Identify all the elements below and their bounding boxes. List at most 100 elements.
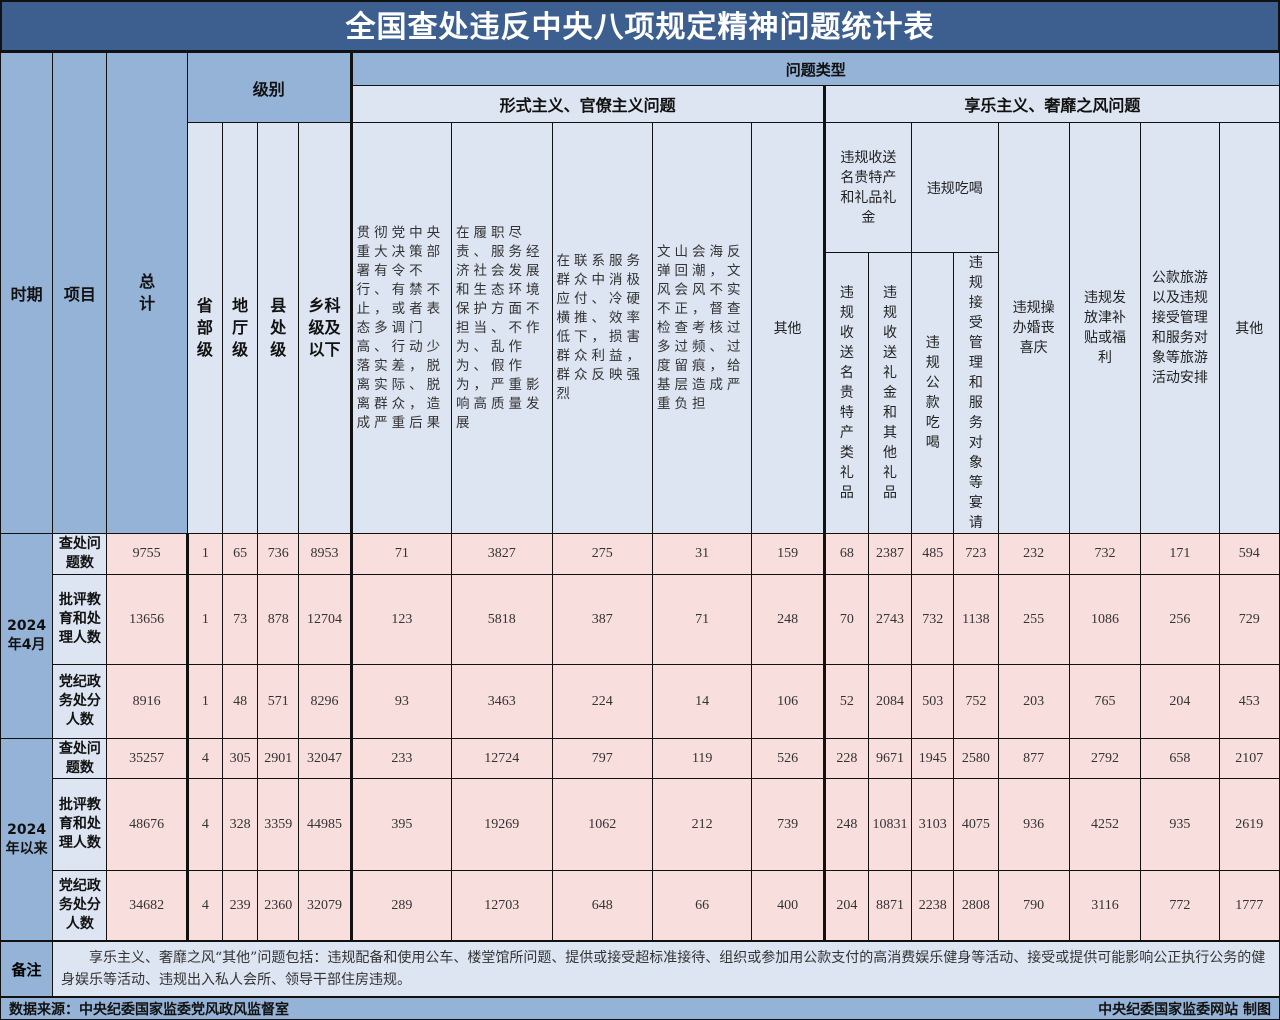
value-cell: 2238: [911, 870, 955, 941]
value-cell: 52: [822, 664, 869, 739]
header-total: 总计: [106, 52, 188, 534]
value-cell: 3116: [1068, 870, 1142, 941]
header-level-provincial: 省部级: [186, 122, 224, 534]
note-table: 备注 享乐主义、奢靡之风“其他”问题包括：违规配备和使用公车、楼堂馆所问题、提供…: [0, 941, 1280, 997]
value-cell: 2580: [953, 738, 999, 779]
value-cell: 2619: [1218, 778, 1280, 871]
value-cell: 48676: [106, 778, 188, 871]
note-text: 享乐主义、奢靡之风“其他”问题包括：违规配备和使用公车、楼堂馆所问题、提供或接受…: [52, 941, 1280, 997]
value-cell: 1086: [1068, 574, 1142, 665]
value-cell: 31: [651, 533, 753, 575]
value-cell: 1: [185, 533, 224, 575]
value-cell: 453: [1218, 664, 1280, 739]
value-cell: 2107: [1218, 738, 1280, 779]
header-formalism-col-3: 在联系服务群众中消极应付、冷硬横推、效率低下，损害群众利益，群众反映强烈: [551, 122, 653, 534]
value-cell: 526: [751, 738, 825, 779]
value-cell: 2387: [867, 533, 913, 575]
header-formalism-col-2: 在履职尽责、服务经济社会发展和生态环境保护方面不担当、不作为、乱作为、假作为，严…: [451, 122, 553, 534]
value-cell: 233: [349, 738, 453, 779]
value-cell: 159: [751, 533, 825, 575]
header-level-prefecture: 地厅级: [221, 122, 259, 534]
data-source: 数据来源：中央纪委国家监委党风政风监督室: [9, 1001, 289, 1018]
header-gifts-specialty: 违规收送名贵特产类礼品: [822, 252, 869, 534]
value-cell: 232: [997, 533, 1070, 575]
header-level: 级别: [186, 52, 352, 123]
value-cell: 790: [997, 870, 1070, 941]
item-label: 批评教育和处理人数: [52, 778, 108, 871]
value-cell: 8296: [298, 664, 352, 739]
value-cell: 723: [953, 533, 999, 575]
table-row: 2024年以来 查处问题数 35257 4 305 2901 32047 233 12724 79…: [0, 738, 1280, 941]
credit: 中央纪委国家监委网站 制图: [1098, 1001, 1271, 1018]
value-cell: 594: [1218, 533, 1280, 575]
statistics-table: 时期 项目 总计 级别 问题类型 形式主义、官僚主义问题 享乐主义、奢靡之风问题…: [0, 52, 1280, 941]
table-row: 党纪政务处分人数 8916 1 48 571 8296 93 3463 224 14 106 52 20…: [1, 664, 1280, 739]
value-cell: 5818: [451, 574, 553, 665]
value-cell: 12724: [451, 738, 553, 779]
header-gifts-cash: 违规收送礼金和其他礼品: [867, 252, 913, 534]
value-cell: 248: [751, 574, 825, 665]
value-cell: 256: [1140, 574, 1220, 665]
value-cell: 935: [1140, 778, 1220, 871]
value-cell: 1: [185, 574, 224, 665]
value-cell: 387: [551, 574, 653, 665]
header-formalism-other: 其他: [751, 122, 825, 534]
value-cell: 4: [185, 870, 224, 941]
header-dining: 违规吃喝: [911, 122, 999, 253]
value-cell: 739: [751, 778, 825, 871]
value-cell: 571: [257, 664, 300, 739]
value-cell: 34682: [106, 870, 188, 941]
header-formalism-col-1: 贯彻党中央重大决策部署有令不行、有禁不止，或者表态多调门高、行动少落实差，脱离实…: [349, 122, 453, 534]
value-cell: 32079: [298, 870, 352, 941]
header-formalism: 形式主义、官僚主义问题: [349, 85, 825, 123]
value-cell: 877: [997, 738, 1070, 779]
value-cell: 255: [997, 574, 1070, 665]
item-label: 查处问题数: [52, 738, 108, 779]
value-cell: 2084: [867, 664, 913, 739]
value-cell: 9755: [106, 533, 188, 575]
value-cell: 203: [997, 664, 1070, 739]
value-cell: 70: [822, 574, 869, 665]
value-cell: 8953: [298, 533, 352, 575]
value-cell: 658: [1140, 738, 1220, 779]
item-label: 查处问题数: [52, 533, 108, 575]
header-level-county: 县处级: [257, 122, 300, 534]
value-cell: 648: [551, 870, 653, 941]
value-cell: 503: [911, 664, 955, 739]
value-cell: 1: [185, 664, 224, 739]
item-label: 党纪政务处分人数: [52, 870, 108, 941]
value-cell: 772: [1140, 870, 1220, 941]
value-cell: 204: [1140, 664, 1220, 739]
value-cell: 485: [911, 533, 955, 575]
value-cell: 2808: [953, 870, 999, 941]
value-cell: 765: [1068, 664, 1142, 739]
value-cell: 93: [349, 664, 453, 739]
table-row: 批评教育和处理人数 13656 1 73 878 12704 123 5818 387 71 248…: [1, 574, 1280, 665]
value-cell: 204: [822, 870, 869, 941]
value-cell: 732: [911, 574, 955, 665]
value-cell: 8871: [867, 870, 913, 941]
header-period: 时期: [0, 52, 54, 534]
value-cell: 4: [185, 778, 224, 871]
value-cell: 2792: [1068, 738, 1142, 779]
note-label: 备注: [0, 941, 53, 997]
value-cell: 248: [822, 778, 869, 871]
header-level-township: 乡科级及以下: [298, 122, 352, 534]
value-cell: 48: [221, 664, 259, 739]
value-cell: 328: [221, 778, 259, 871]
table-row: 党纪政务处分人数 34682 4 239 2360 32079 289 12703 648 66 4…: [1, 870, 1280, 941]
value-cell: 66: [651, 870, 753, 941]
value-cell: 224: [551, 664, 653, 739]
value-cell: 2360: [257, 870, 300, 941]
value-cell: 12703: [451, 870, 553, 941]
value-cell: 12704: [298, 574, 352, 665]
value-cell: 239: [221, 870, 259, 941]
period-cell: 2024年4月: [0, 533, 54, 739]
value-cell: 1777: [1218, 870, 1280, 941]
value-cell: 13656: [106, 574, 188, 665]
header-tourism: 公款旅游以及违规接受管理和服务对象等旅游活动安排: [1140, 122, 1220, 534]
item-label: 党纪政务处分人数: [52, 664, 108, 739]
value-cell: 395: [349, 778, 453, 871]
value-cell: 2743: [867, 574, 913, 665]
value-cell: 4252: [1068, 778, 1142, 871]
